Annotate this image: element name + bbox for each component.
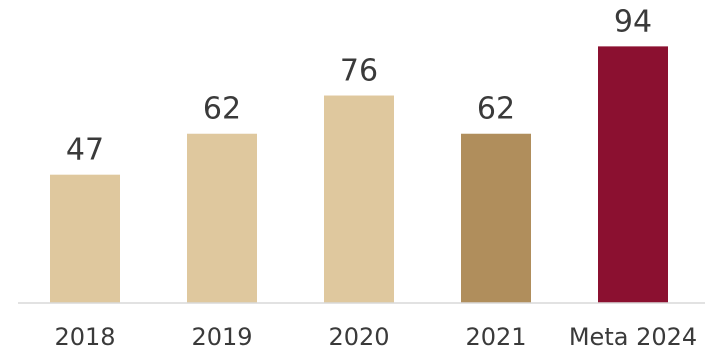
data-label-2019: 62 <box>203 92 241 127</box>
bar-2020 <box>324 95 394 304</box>
data-label-2021: 62 <box>477 92 515 127</box>
data-label-2020: 76 <box>340 54 378 89</box>
x-tick-label-2019: 2019 <box>191 323 252 348</box>
data-label-meta-2024: 94 <box>614 4 652 39</box>
x-tick-label-2021: 2021 <box>465 323 526 348</box>
bar-meta-2024 <box>598 46 668 303</box>
x-tick-labels-group: 2018 2019 2020 2021 Meta 2024 <box>54 323 697 348</box>
x-tick-label-meta-2024: Meta 2024 <box>569 323 697 348</box>
x-tick-label-2020: 2020 <box>328 323 389 348</box>
data-label-2018: 47 <box>66 133 104 168</box>
bar-2021 <box>461 133 531 303</box>
bars-group <box>50 46 668 304</box>
x-tick-label-2018: 2018 <box>54 323 115 348</box>
value-labels-group: 47 62 76 62 94 <box>66 4 652 167</box>
bar-2018 <box>50 174 120 303</box>
bar-2019 <box>187 133 257 303</box>
